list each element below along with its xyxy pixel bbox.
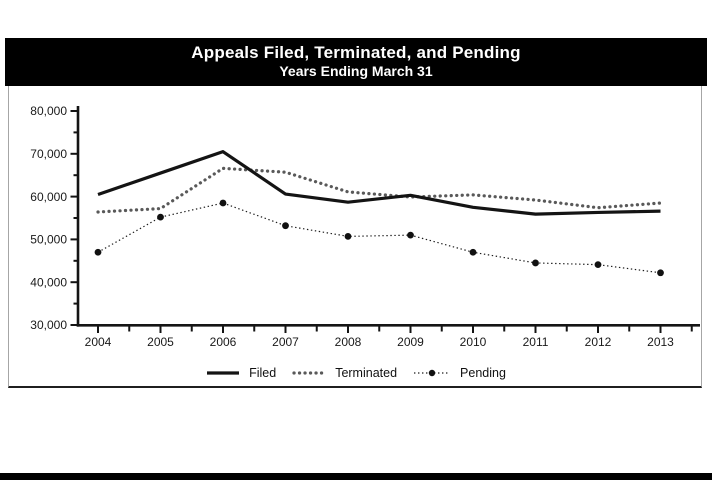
legend-label-terminated: Terminated bbox=[335, 366, 398, 380]
series-pending-line bbox=[97, 202, 661, 274]
legend-label-filed: Filed bbox=[249, 366, 277, 380]
pending-data-point bbox=[469, 248, 477, 256]
pending-data-point bbox=[594, 261, 602, 269]
filed-line-swatch-icon bbox=[207, 371, 240, 375]
y-axis-tick-label: 80,000 bbox=[30, 104, 67, 118]
chart-frame bbox=[8, 86, 702, 388]
x-axis-year-label: 2008 bbox=[335, 335, 362, 349]
x-axis-year-label: 2004 bbox=[85, 335, 112, 349]
pending-data-point bbox=[657, 269, 664, 277]
y-axis-tick-label: 30,000 bbox=[30, 318, 67, 332]
pending-data-point bbox=[94, 248, 102, 256]
x-axis-year-label: 2006 bbox=[210, 335, 237, 349]
x-axis-year-label: 2010 bbox=[460, 335, 487, 349]
legend-item-terminated: Terminated bbox=[292, 366, 397, 380]
x-axis-year-label: 2012 bbox=[585, 335, 612, 349]
pending-line-swatch-icon bbox=[414, 369, 451, 377]
pending-data-point bbox=[407, 231, 414, 239]
terminated-line-swatch-icon bbox=[292, 371, 327, 375]
y-axis-tick-label: 40,000 bbox=[30, 275, 67, 289]
series-terminated-line bbox=[96, 166, 663, 214]
x-axis-year-label: 2007 bbox=[272, 335, 299, 349]
y-axis-tick-label: 70,000 bbox=[30, 147, 67, 161]
series-filed-line bbox=[97, 150, 661, 216]
chart-legend: Filed Terminated Pending bbox=[0, 363, 712, 383]
chart-title: Appeals Filed, Terminated, and Pending bbox=[191, 43, 521, 62]
pending-data-point bbox=[157, 213, 164, 221]
y-axis-tick-label: 60,000 bbox=[30, 190, 67, 204]
chart-subtitle: Years Ending March 31 bbox=[279, 63, 433, 79]
pending-data-point bbox=[532, 259, 539, 267]
x-axis-year-label: 2009 bbox=[397, 335, 424, 349]
legend-item-pending: Pending bbox=[413, 366, 506, 380]
x-axis-year-label: 2005 bbox=[147, 335, 174, 349]
pending-data-point bbox=[219, 199, 227, 207]
bottom-bar bbox=[0, 473, 712, 480]
chart-title-banner: Appeals Filed, Terminated, and Pending Y… bbox=[5, 38, 707, 86]
legend-label-pending: Pending bbox=[460, 366, 506, 380]
y-axis-tick-label: 50,000 bbox=[30, 233, 67, 247]
pending-data-point bbox=[282, 222, 289, 230]
legend-item-filed: Filed bbox=[206, 366, 276, 380]
x-axis-year-label: 2013 bbox=[647, 335, 674, 349]
x-axis-year-label: 2011 bbox=[523, 335, 549, 349]
pending-data-point bbox=[344, 233, 352, 240]
